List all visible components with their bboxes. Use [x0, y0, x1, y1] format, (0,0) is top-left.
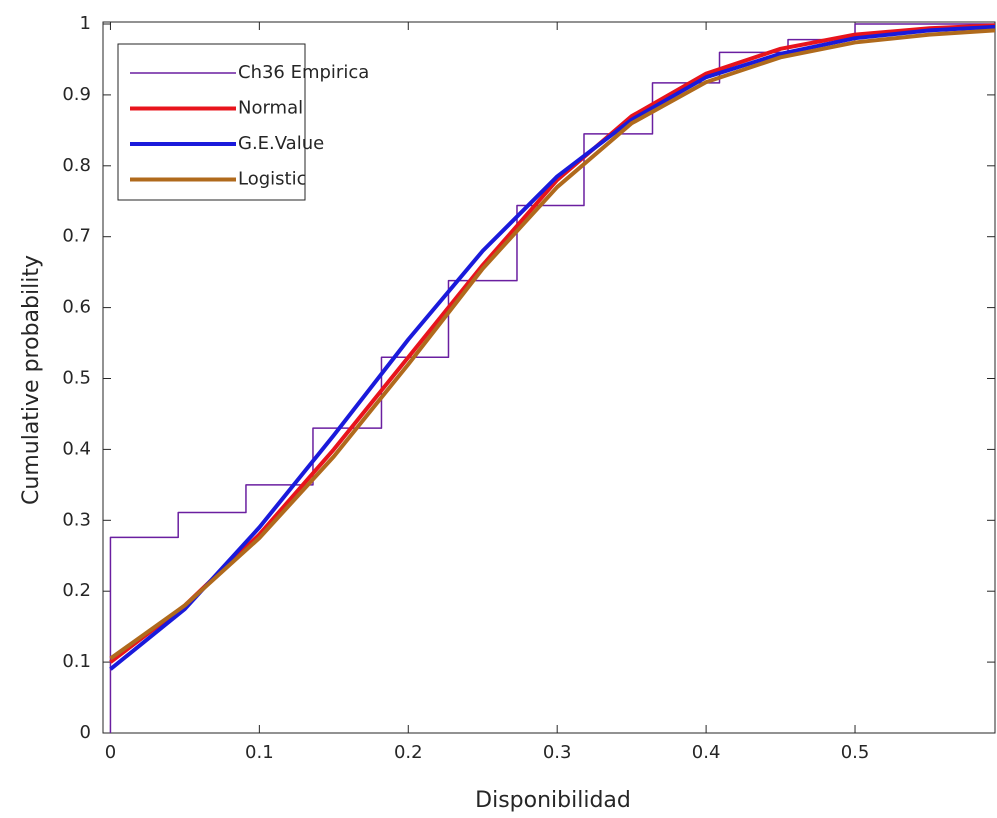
legend-box [117, 43, 306, 201]
series-line [109, 28, 995, 661]
x-tick-label: 0.3 [543, 742, 572, 763]
y-tick-label: 0.8 [62, 155, 91, 176]
legend-label: Logistic [238, 169, 306, 190]
legend-label: Normal [238, 98, 303, 119]
y-tick-label: 0.4 [62, 438, 91, 459]
x-axis-label: Disponibilidad [475, 788, 631, 813]
y-tick-label: 1 [80, 13, 91, 34]
y-tick-label: 0.2 [62, 580, 91, 601]
y-tick-label: 0.5 [62, 368, 91, 389]
y-tick-label: 0.6 [62, 297, 91, 318]
x-tick-label: 0.2 [394, 742, 423, 763]
x-tick-label: 0.5 [841, 742, 870, 763]
y-tick-label: 0.1 [62, 651, 91, 672]
legend-label: G.E.Value [238, 133, 324, 154]
x-tick-label: 0.1 [245, 742, 274, 763]
legend-label: Ch36 Empirica [238, 62, 369, 83]
series-line [109, 24, 995, 671]
y-tick-label: 0.3 [62, 509, 91, 530]
x-tick-label: 0.4 [692, 742, 721, 763]
y-tick-label: 0 [80, 722, 91, 743]
series-line [109, 23, 995, 664]
y-tick-label: 0.7 [62, 226, 91, 247]
y-tick-label: 0.9 [62, 84, 91, 105]
y-axis-label: Cumulative probability [19, 255, 44, 505]
x-tick-label: 0 [105, 742, 116, 763]
